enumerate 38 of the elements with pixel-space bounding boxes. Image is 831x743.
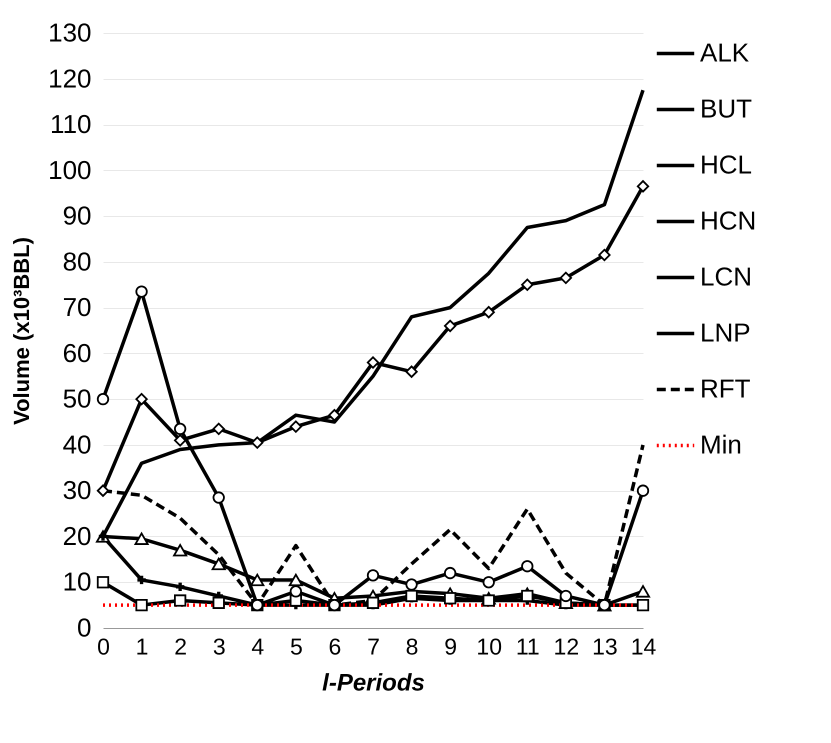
legend-label: HCN <box>700 206 756 236</box>
legend-label: HCL <box>700 150 752 180</box>
y-tick-label: 120 <box>48 63 92 94</box>
y-tick-label: 40 <box>62 429 92 460</box>
y-tick-label: 60 <box>62 338 92 368</box>
x-tick-label: 4 <box>251 634 264 660</box>
y-tick-label: 30 <box>62 475 92 506</box>
y-tick-label: 70 <box>62 292 92 322</box>
x-tick-label: 10 <box>476 634 502 660</box>
legend-label: LNP <box>700 318 751 348</box>
legend-label: RFT <box>700 374 751 404</box>
y-tick-label: 20 <box>62 520 92 551</box>
x-tick-label: 7 <box>367 634 380 660</box>
legend-label: LCN <box>700 262 752 292</box>
y-tick-label: 50 <box>62 384 92 414</box>
x-tick-label: 2 <box>174 634 188 660</box>
x-tick-label: 12 <box>554 634 580 660</box>
y-tick-label: 80 <box>62 246 92 276</box>
x-tick-label: 6 <box>328 634 342 660</box>
y-tick-label: 10 <box>62 566 92 597</box>
x-tick-label: 14 <box>630 634 656 660</box>
y-axis-title: Volume (x10³BBL) <box>9 237 34 425</box>
y-tick-label: 110 <box>50 109 92 140</box>
x-tick-label: 3 <box>212 634 226 660</box>
x-tick-label: 13 <box>592 634 618 660</box>
legend-label: BUT <box>700 94 752 124</box>
x-axis-title: l-Periods <box>322 670 425 696</box>
legend-label: ALK <box>700 38 750 68</box>
x-tick-label: 9 <box>444 634 458 660</box>
y-tick-label: 90 <box>62 200 92 231</box>
legend-label: Min <box>700 430 742 460</box>
x-tick-label: 5 <box>290 634 303 660</box>
y-tick-label: 100 <box>48 154 92 185</box>
x-tick-label: 8 <box>406 634 418 660</box>
y-tick-label: 130 <box>48 18 92 48</box>
x-tick-label: 1 <box>136 634 148 660</box>
x-tick-label: 11 <box>516 634 540 660</box>
x-tick-label: 0 <box>97 634 110 660</box>
